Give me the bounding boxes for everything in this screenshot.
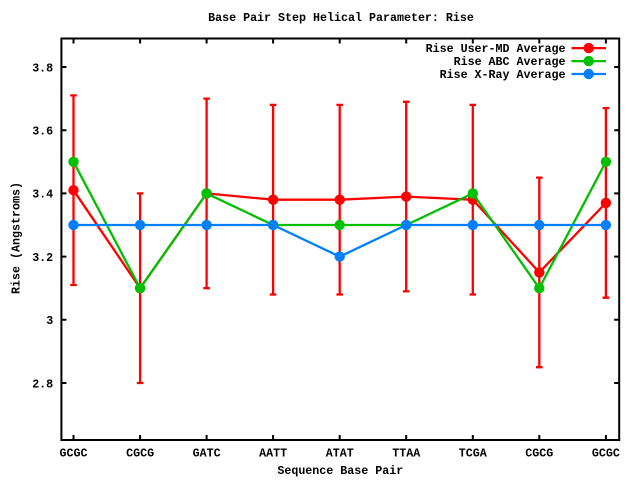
svg-text:Rise (Angstroms): Rise (Angstroms) (10, 182, 24, 294)
svg-text:GATC: GATC (193, 447, 221, 461)
svg-text:TTAA: TTAA (392, 447, 420, 461)
svg-text:Sequence Base Pair: Sequence Base Pair (277, 464, 403, 478)
svg-text:3.2: 3.2 (32, 251, 53, 265)
svg-text:Rise ABC Average: Rise ABC Average (454, 55, 566, 69)
svg-text:GCGC: GCGC (592, 447, 620, 461)
svg-text:TCGA: TCGA (459, 447, 487, 461)
svg-text:Rise X-Ray Average: Rise X-Ray Average (440, 68, 566, 82)
svg-text:CGCG: CGCG (525, 447, 553, 461)
svg-text:3.4: 3.4 (32, 188, 53, 202)
svg-text:Base Pair Step Helical Paramet: Base Pair Step Helical Parameter: Rise (208, 11, 474, 25)
svg-text:3: 3 (46, 314, 53, 328)
svg-text:AATT: AATT (259, 447, 287, 461)
svg-text:3.6: 3.6 (32, 125, 53, 139)
svg-text:2.8: 2.8 (32, 377, 53, 391)
svg-text:Rise User-MD Average: Rise User-MD Average (426, 42, 566, 56)
svg-text:3.8: 3.8 (32, 61, 53, 75)
svg-text:CGCG: CGCG (126, 447, 154, 461)
svg-text:GCGC: GCGC (60, 447, 88, 461)
svg-text:ATAT: ATAT (326, 447, 354, 461)
